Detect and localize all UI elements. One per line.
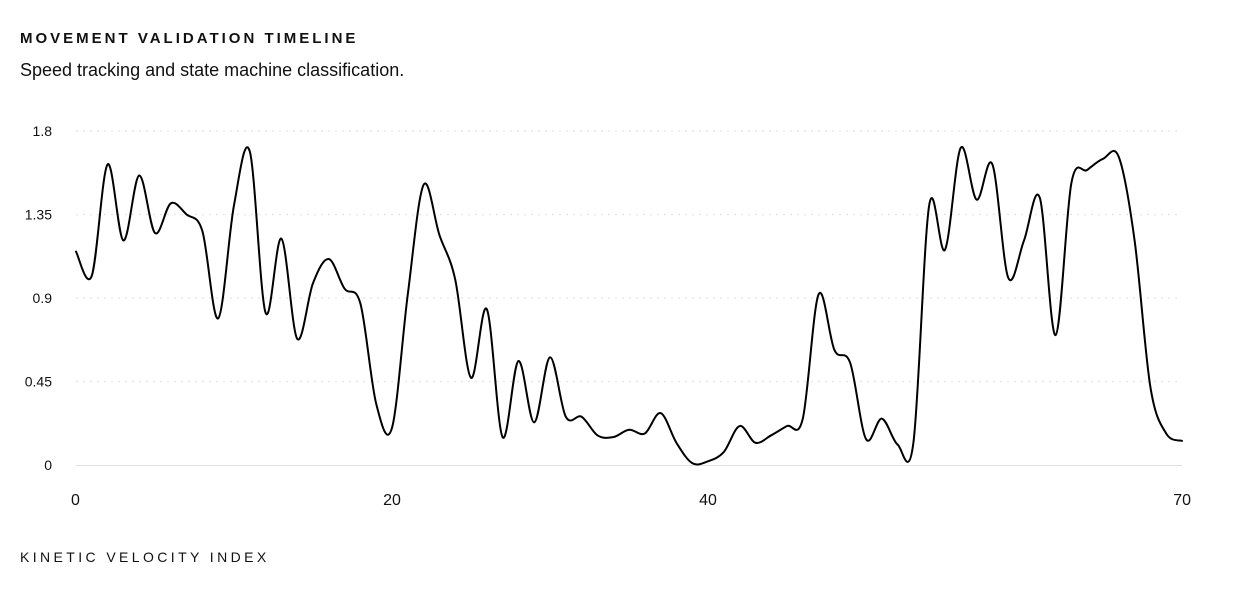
chart-footer-label: KINETIC VELOCITY INDEX [20,549,270,565]
y-tick-label: 1.35 [25,207,52,223]
chart-subtitle: Speed tracking and state machine classif… [20,60,405,80]
y-tick-label: 0.45 [25,374,52,390]
chart-title: MOVEMENT VALIDATION TIMELINE [20,30,359,47]
x-tick-label: 70 [1173,492,1191,509]
x-tick-label: 20 [383,492,401,509]
x-tick-label: 40 [699,492,717,509]
y-tick-label: 0.9 [33,290,53,306]
y-tick-label: 1.8 [33,123,53,139]
y-tick-label: 0 [44,457,52,473]
chart-header: MOVEMENT VALIDATION TIMELINE Speed track… [20,30,404,81]
x-tick-label: 0 [71,492,80,509]
series-line-0 [75,146,1183,466]
